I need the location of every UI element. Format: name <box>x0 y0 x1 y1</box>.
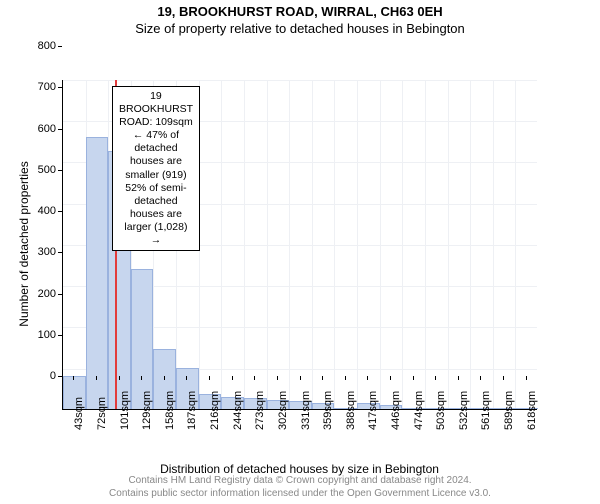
x-tick-mark <box>73 376 74 380</box>
x-tick-label: 101sqm <box>119 386 131 430</box>
x-tick-mark <box>232 376 233 380</box>
x-tick-label: 446sqm <box>390 386 402 430</box>
gridline-v <box>448 80 449 409</box>
x-tick-mark <box>458 376 459 380</box>
gridline-v <box>334 80 335 409</box>
x-tick-label: 216sqm <box>209 386 221 430</box>
x-tick-label: 561sqm <box>480 386 492 430</box>
x-tick-label: 417sqm <box>367 386 379 430</box>
x-tick-label: 359sqm <box>322 386 334 430</box>
y-tick-label: 100 <box>28 329 56 341</box>
page-subtitle: Size of property relative to detached ho… <box>0 21 600 38</box>
y-tick-mark <box>58 87 62 88</box>
x-tick-mark <box>254 376 255 380</box>
gridline-v <box>267 80 268 409</box>
y-tick-label: 700 <box>28 81 56 93</box>
x-tick-mark <box>390 376 391 380</box>
y-tick-label: 0 <box>28 370 56 382</box>
x-tick-label: 158sqm <box>164 386 176 430</box>
gridline-v <box>312 80 313 409</box>
y-tick-mark <box>58 211 62 212</box>
annotation-line-3: 52% of semi-detached houses are larger (… <box>119 182 193 248</box>
x-tick-mark <box>413 376 414 380</box>
x-tick-label: 618sqm <box>526 386 538 430</box>
x-tick-label: 388sqm <box>345 386 357 430</box>
x-tick-mark <box>209 376 210 380</box>
x-tick-mark <box>300 376 301 380</box>
x-tick-mark <box>119 376 120 380</box>
attribution: Contains HM Land Registry data © Crown c… <box>0 474 600 500</box>
annotation-box: 19 BROOKHURST ROAD: 109sqm ← 47% of deta… <box>112 86 200 252</box>
x-tick-mark <box>141 376 142 380</box>
gridline-v <box>289 80 290 409</box>
y-tick-mark <box>58 170 62 171</box>
y-tick-label: 300 <box>28 246 56 258</box>
y-tick-mark <box>58 376 62 377</box>
y-tick-label: 800 <box>28 40 56 52</box>
y-tick-label: 500 <box>28 164 56 176</box>
x-tick-label: 72sqm <box>96 386 108 430</box>
x-tick-mark <box>164 376 165 380</box>
x-tick-label: 331sqm <box>300 386 312 430</box>
gridline-v <box>515 80 516 409</box>
y-tick-mark <box>58 252 62 253</box>
page-title: 19, BROOKHURST ROAD, WIRRAL, CH63 0EH <box>0 4 600 21</box>
x-tick-label: 43sqm <box>73 386 85 430</box>
gridline-v <box>470 80 471 409</box>
y-tick-mark <box>58 294 62 295</box>
x-tick-mark <box>96 376 97 380</box>
x-tick-label: 129sqm <box>141 386 153 430</box>
x-tick-mark <box>503 376 504 380</box>
y-tick-label: 200 <box>28 288 56 300</box>
gridline-v <box>244 80 245 409</box>
x-tick-label: 474sqm <box>413 386 425 430</box>
gridline-h <box>63 80 537 81</box>
gridline-v <box>357 80 358 409</box>
x-tick-label: 273sqm <box>254 386 266 430</box>
x-tick-mark <box>186 376 187 380</box>
y-tick-label: 400 <box>28 205 56 217</box>
annotation-line-1: 19 BROOKHURST ROAD: 109sqm <box>119 90 193 129</box>
gridline-v <box>425 80 426 409</box>
annotation-line-2: ← 47% of detached houses are smaller (91… <box>119 129 193 182</box>
x-tick-label: 589sqm <box>503 386 515 430</box>
gridline-v <box>493 80 494 409</box>
y-tick-label: 600 <box>28 123 56 135</box>
y-tick-mark <box>58 129 62 130</box>
x-tick-mark <box>526 376 527 380</box>
y-tick-mark <box>58 335 62 336</box>
x-tick-label: 187sqm <box>186 386 198 430</box>
y-tick-mark <box>58 46 62 47</box>
x-tick-mark <box>480 376 481 380</box>
x-tick-label: 532sqm <box>458 386 470 430</box>
x-tick-mark <box>345 376 346 380</box>
x-tick-label: 503sqm <box>435 386 447 430</box>
attribution-line-1: Contains HM Land Registry data © Crown c… <box>0 474 600 487</box>
gridline-v <box>402 80 403 409</box>
x-tick-mark <box>435 376 436 380</box>
x-tick-label: 244sqm <box>232 386 244 430</box>
attribution-line-2: Contains public sector information licen… <box>0 487 600 500</box>
gridline-v <box>221 80 222 409</box>
x-tick-label: 302sqm <box>277 386 289 430</box>
x-tick-mark <box>322 376 323 380</box>
histogram-bar <box>86 137 109 409</box>
gridline-v <box>380 80 381 409</box>
x-tick-mark <box>367 376 368 380</box>
x-tick-mark <box>277 376 278 380</box>
